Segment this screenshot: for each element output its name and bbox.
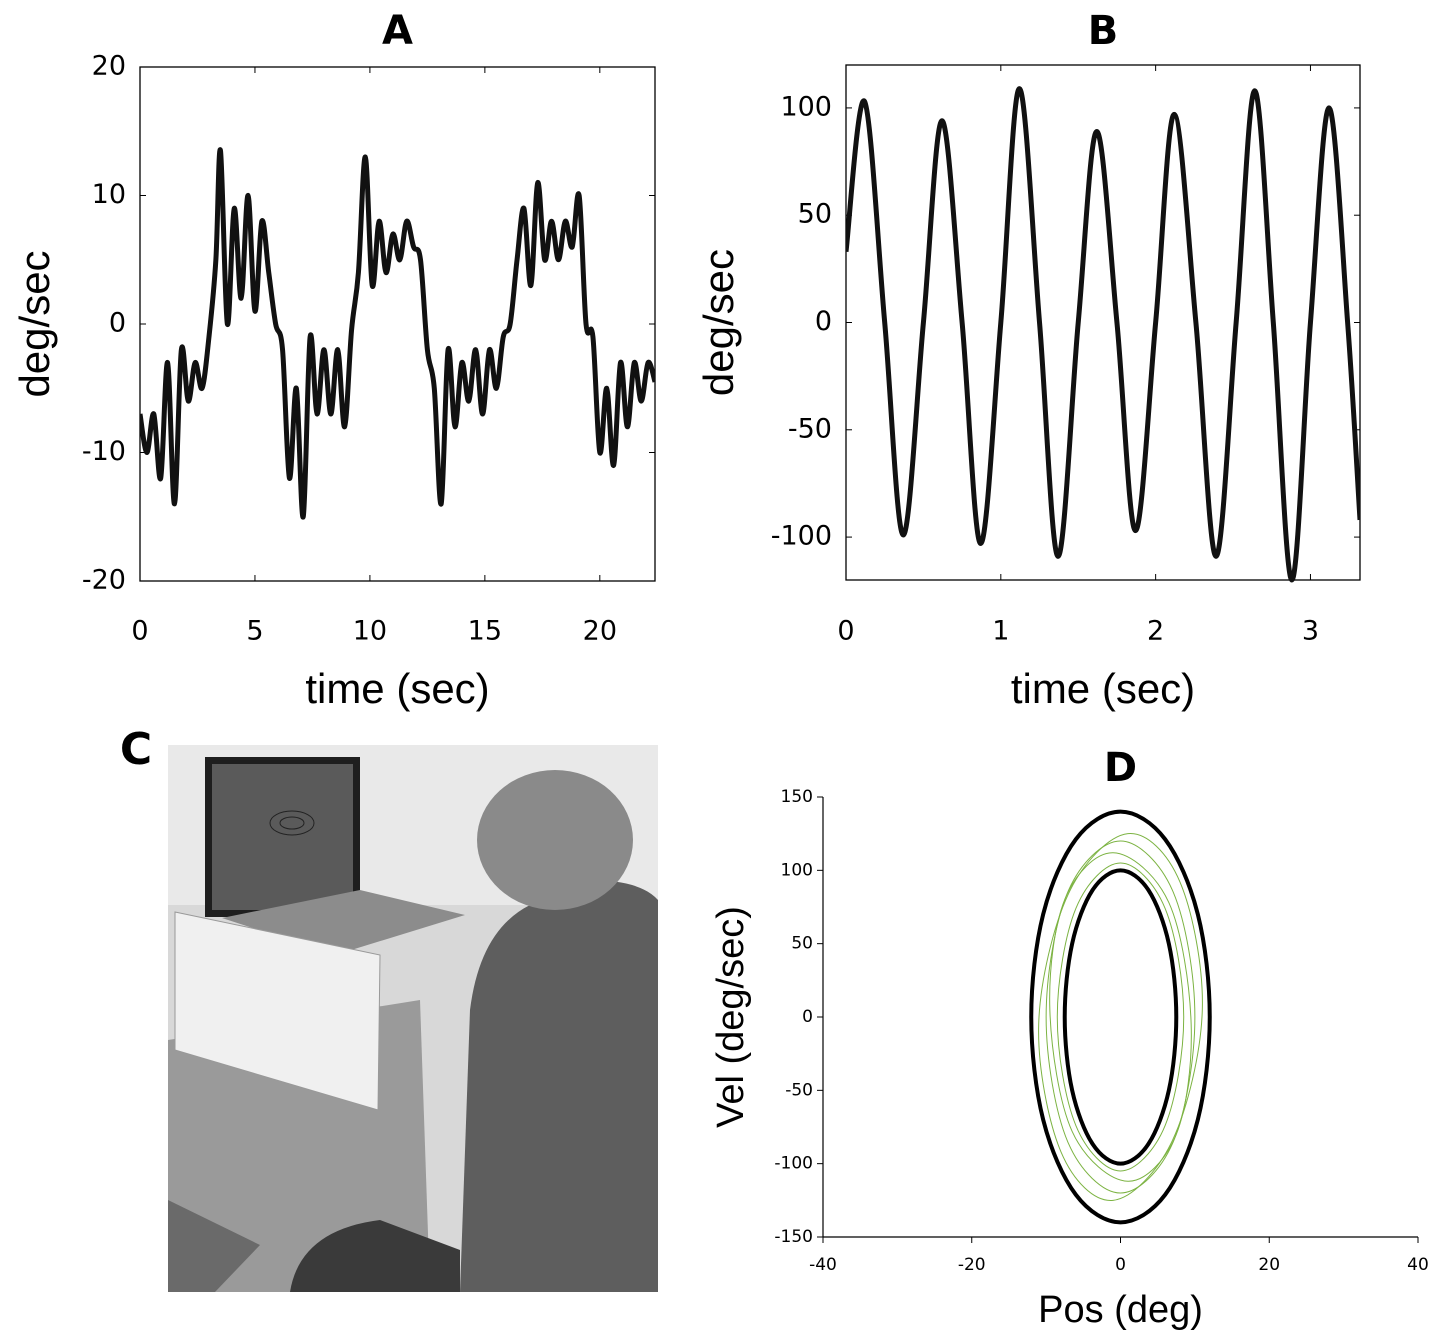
photo-laptop-base (222, 890, 465, 955)
y-tick-label: -150 (774, 1227, 813, 1247)
photo-screen-ellipse (269, 810, 315, 836)
x-tick-label: 20 (1258, 1255, 1280, 1275)
y-tick-label: -50 (788, 413, 832, 444)
photo-floor (168, 1200, 260, 1292)
y-tick-label: 10 (92, 179, 126, 210)
y-axis-label: deg/sec (11, 250, 58, 397)
y-tick-label: 150 (781, 787, 813, 807)
photo-screen-ellipse (279, 816, 305, 830)
chart-title: B (1088, 8, 1119, 54)
panel-letter: C (120, 724, 152, 775)
data-line (1029, 809, 1212, 1225)
y-tick-label: 50 (791, 934, 813, 954)
x-tick-label: 2 (1147, 616, 1164, 647)
x-tick-label: 1 (992, 616, 1009, 647)
y-tick-label: 0 (815, 306, 832, 337)
x-axis-label: time (sec) (1011, 665, 1195, 712)
x-tick-label: 0 (131, 616, 148, 647)
photo-person-head (477, 770, 633, 910)
data-line (846, 86, 1360, 583)
y-tick-label: 0 (109, 308, 126, 339)
x-tick-label: 3 (1302, 616, 1319, 647)
chart-title: A (382, 8, 413, 54)
data-line (1049, 852, 1192, 1182)
y-tick-label: 50 (798, 199, 832, 230)
y-axis-label: Vel (deg/sec) (710, 906, 752, 1128)
y-tick-label: -20 (82, 565, 126, 596)
data-line (1045, 840, 1196, 1194)
x-tick-label: 15 (468, 616, 502, 647)
photo-board (174, 911, 381, 1111)
data-line (1056, 862, 1185, 1172)
x-tick-label: 0 (837, 616, 854, 647)
y-tick-label: -100 (771, 521, 832, 552)
y-tick-label: -10 (82, 436, 126, 467)
photo-person-legs (290, 1220, 460, 1292)
y-tick-label: 100 (780, 91, 832, 122)
x-tick-label: 0 (1115, 1255, 1126, 1275)
x-tick-label: 10 (353, 616, 387, 647)
y-tick-label: -100 (774, 1154, 813, 1174)
x-tick-label: -20 (958, 1255, 986, 1275)
photo-person-body (460, 880, 658, 1292)
plot-frame (139, 66, 656, 582)
chart-title: D (1104, 745, 1137, 791)
y-tick-label: 20 (92, 51, 126, 82)
x-tick-label: 5 (246, 616, 263, 647)
data-line (140, 147, 655, 520)
y-tick-label: 0 (802, 1007, 813, 1027)
y-axis-label: deg/sec (695, 249, 742, 396)
x-axis-label: time (sec) (305, 665, 489, 712)
y-tick-label: -50 (785, 1080, 813, 1100)
y-tick-label: 100 (781, 860, 813, 880)
photo-laptop-display (212, 764, 353, 910)
x-axis-label: Pos (deg) (1038, 1289, 1203, 1331)
data-line (1062, 868, 1179, 1166)
x-tick-label: 40 (1407, 1255, 1429, 1275)
x-tick-label: -40 (809, 1255, 837, 1275)
photo-panel: C (120, 724, 658, 1292)
x-tick-label: 20 (583, 616, 617, 647)
